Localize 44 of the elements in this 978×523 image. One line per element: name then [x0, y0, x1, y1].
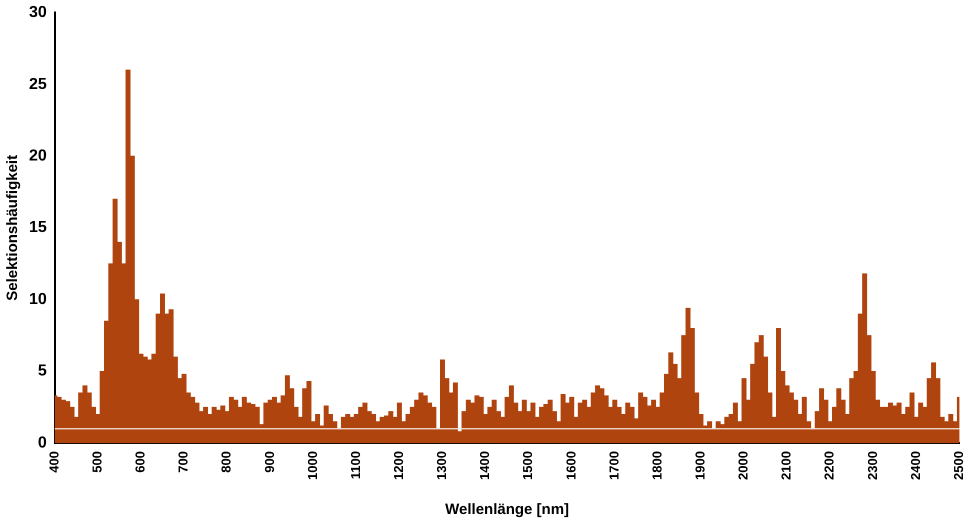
x-tick-label: 1100 — [348, 451, 363, 480]
bar — [168, 309, 174, 444]
bar — [112, 198, 118, 444]
bar — [819, 388, 824, 444]
x-tick-label: 1400 — [477, 451, 492, 480]
bar — [931, 362, 936, 444]
bar — [492, 400, 497, 444]
bar — [530, 402, 536, 444]
x-tick-label: 2400 — [908, 451, 923, 480]
bar — [862, 273, 868, 444]
y-tick-label: 20 — [29, 148, 47, 164]
x-tick-label: 1300 — [434, 451, 450, 480]
x-tick-label: 1700 — [606, 451, 622, 480]
y-tick-label: 30 — [29, 4, 47, 22]
bar — [548, 400, 553, 444]
x-tick-label: 1000 — [304, 451, 320, 480]
x-tick-label: 1500 — [520, 451, 536, 480]
x-axis-title: Wellenlänge [nm] — [445, 501, 570, 518]
x-tick-label: 1900 — [692, 451, 708, 480]
y-tick-label: 15 — [29, 219, 47, 236]
y-axis-title: Selektionshäufigkeit — [4, 154, 22, 301]
y-tick-label: 5 — [38, 362, 47, 380]
x-tick-label: 2200 — [822, 451, 837, 480]
bar — [306, 381, 312, 444]
x-tick-label: 2500 — [950, 451, 966, 480]
x-tick-label: 800 — [218, 451, 234, 473]
x-tick-label: 700 — [176, 451, 191, 473]
x-tick-label: 900 — [262, 451, 277, 473]
bar — [315, 414, 320, 444]
y-tick-label: 25 — [29, 76, 47, 93]
x-tick-label: 600 — [132, 451, 148, 473]
x-tick-label: 1800 — [649, 451, 664, 480]
bar — [452, 382, 458, 444]
bar — [569, 396, 574, 444]
y-tick-label: 0 — [38, 434, 47, 452]
x-tick-label: 1200 — [390, 451, 406, 480]
x-tick-label: 1600 — [563, 451, 578, 480]
x-tick-label: 400 — [46, 451, 62, 473]
y-tick-label: 10 — [29, 290, 47, 308]
x-tick-label: 2000 — [736, 451, 751, 480]
x-tick-label: 2100 — [778, 451, 794, 480]
x-tick-label: 2300 — [864, 451, 880, 480]
x-tick-label: 500 — [89, 451, 104, 473]
bar — [896, 402, 902, 444]
